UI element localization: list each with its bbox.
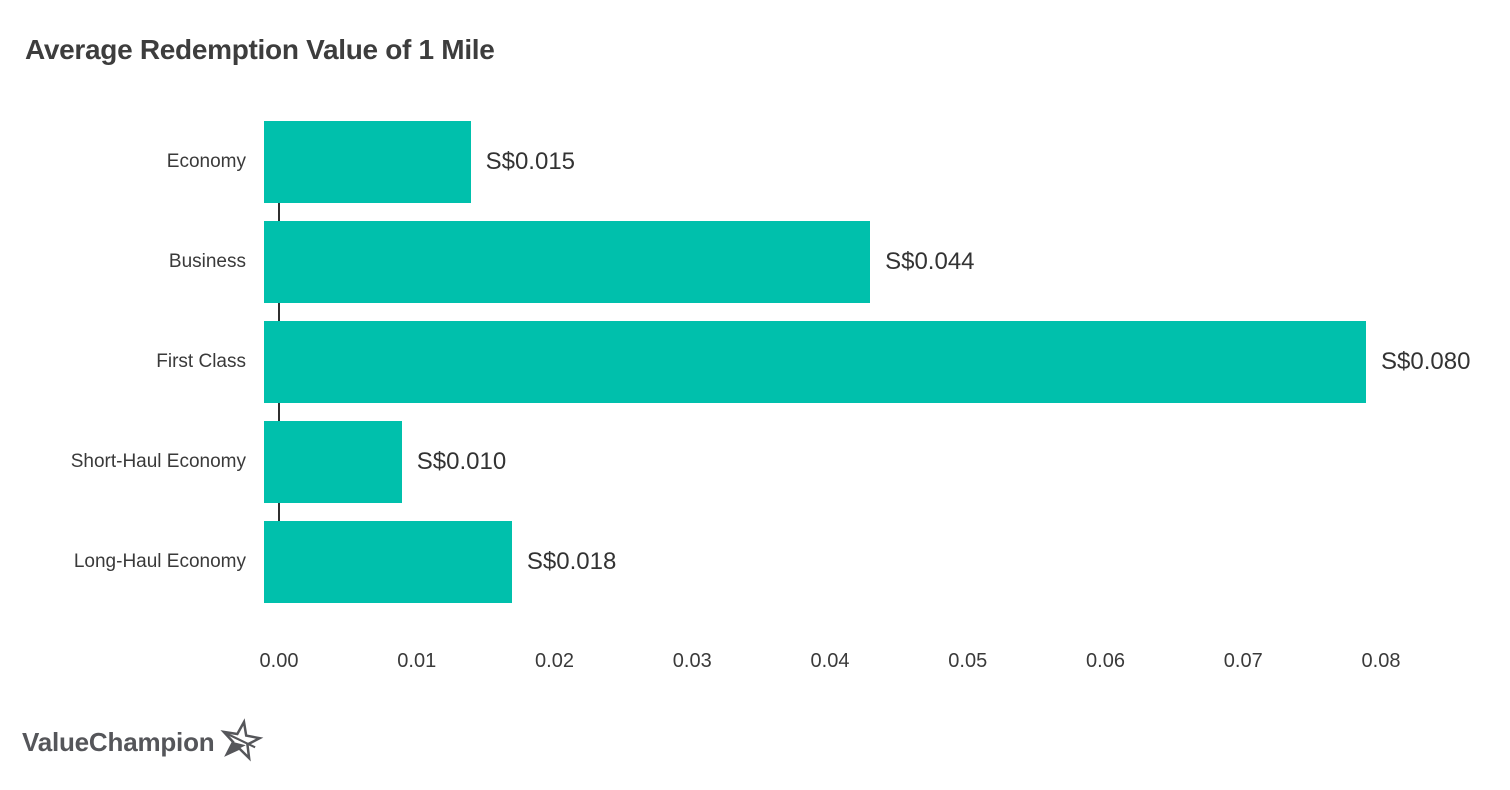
value-label: S$0.018 (526, 548, 617, 575)
bar (264, 121, 471, 203)
x-tick-label: 0.05 (948, 650, 988, 672)
bar-zone: S$0.015 (264, 121, 575, 203)
bar (264, 421, 402, 503)
bar-zone: S$0.018 (264, 521, 616, 603)
value-label: S$0.015 (485, 148, 576, 175)
value-label: S$0.044 (885, 248, 975, 275)
bar-zone: S$0.044 (264, 221, 975, 303)
category-label: Short-Haul Economy (70, 451, 246, 472)
bar-zone: S$0.080 (264, 321, 1470, 403)
chart-row: Short-Haul Economy S$0.010 (0, 421, 1510, 503)
valuechampion-logo: ValueChampion (22, 718, 264, 764)
bar (264, 521, 512, 603)
chart-row: Business S$0.044 (0, 221, 1510, 303)
chart-row: Economy S$0.015 (0, 121, 1510, 203)
logo-text: ValueChampion (22, 726, 215, 757)
category-label: Long-Haul Economy (73, 551, 246, 572)
value-label: S$0.010 (416, 448, 507, 475)
bar-chart: Economy S$0.015 Business S$0.044 First Class… (0, 121, 1510, 603)
bar (264, 321, 1366, 403)
x-tick-label: 0.02 (535, 650, 574, 672)
x-tick-label: 0.00 (259, 650, 299, 672)
x-tick-label: 0.03 (672, 650, 712, 672)
chart-row: Long-Haul Economy S$0.018 (0, 521, 1510, 603)
bar-zone: S$0.010 (264, 421, 506, 503)
star-icon (220, 718, 264, 762)
x-tick-label: 0.08 (1361, 650, 1401, 672)
chart-row: First Class S$0.080 (0, 321, 1510, 403)
x-tick-label: 0.01 (397, 650, 437, 672)
category-label: Business (168, 251, 246, 272)
chart-title: Average Redemption Value of 1 Mile (25, 34, 495, 65)
category-label: First Class (156, 351, 246, 372)
category-label: Economy (166, 151, 246, 172)
bar (264, 221, 871, 303)
x-tick-label: 0.04 (810, 650, 850, 672)
value-label: S$0.080 (1381, 348, 1471, 375)
x-axis-ticks: 0.00 0.01 0.02 0.03 0.04 0.05 0.06 0.07 0.08 (0, 650, 1510, 680)
x-tick-label: 0.06 (1086, 650, 1125, 672)
x-tick-label: 0.07 (1223, 650, 1263, 672)
